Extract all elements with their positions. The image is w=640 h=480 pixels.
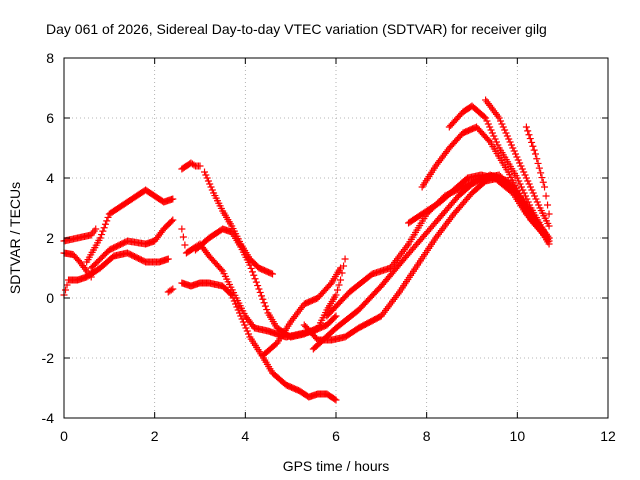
series-track-1	[60, 225, 100, 245]
series-track-7	[164, 285, 177, 296]
y-tick-label: 6	[46, 110, 54, 126]
x-tick-label: 6	[332, 428, 340, 444]
plus-markers	[522, 123, 553, 218]
x-tick-label: 4	[241, 428, 249, 444]
y-tick-label: -2	[42, 350, 55, 366]
series-track-4	[83, 186, 177, 266]
series-track-6	[178, 159, 204, 173]
plus-markers	[405, 171, 549, 239]
x-tick-label: 12	[600, 428, 616, 444]
plus-markers	[445, 102, 549, 236]
x-axis-label: GPS time / hours	[283, 458, 390, 474]
y-tick-label: 8	[46, 50, 54, 66]
y-tick-label: 2	[46, 230, 54, 246]
plus-markers	[83, 186, 177, 266]
data-series	[60, 96, 553, 404]
x-tick-label: 8	[423, 428, 431, 444]
y-tick-label: -4	[42, 410, 55, 426]
series-track-16	[405, 171, 549, 239]
chart-title: Day 061 of 2026, Sidereal Day-to-day VTE…	[46, 21, 547, 37]
plus-markers	[178, 159, 204, 173]
series-track-12	[259, 264, 345, 359]
y-tick-label: 4	[46, 170, 54, 186]
y-axis-label: SDTVAR / TECUs	[7, 182, 23, 294]
series-track-5	[87, 216, 177, 272]
plus-markers	[178, 279, 340, 404]
series-track-19	[482, 96, 553, 230]
plus-markers	[164, 285, 177, 296]
plus-markers	[482, 96, 553, 230]
x-tick-label: 2	[151, 428, 159, 444]
plus-markers	[87, 216, 177, 272]
series-track-9	[178, 279, 340, 404]
series-track-20	[522, 123, 553, 218]
plus-markers	[60, 225, 100, 245]
y-tick-label: 0	[46, 290, 54, 306]
axis-ticks: 0 2 4 6 8 10 12 -4 -2 0 2 4 6 8	[42, 50, 616, 444]
x-tick-label: 10	[510, 428, 526, 444]
grid-lines	[64, 58, 608, 418]
plus-markers	[259, 264, 345, 359]
x-tick-label: 0	[60, 428, 68, 444]
series-track-18	[445, 102, 549, 236]
